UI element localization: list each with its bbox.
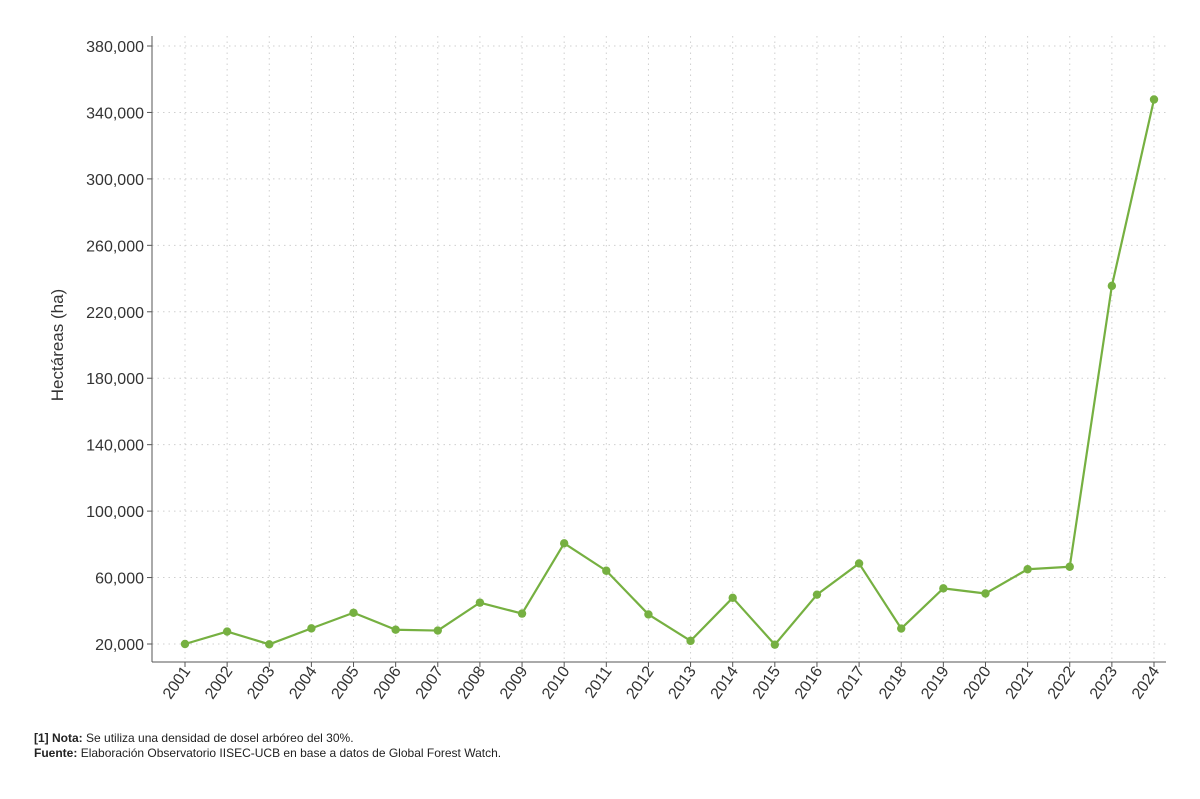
data-point	[433, 626, 442, 635]
axes	[147, 36, 1166, 667]
data-point	[1023, 565, 1032, 574]
data-point	[854, 559, 864, 568]
y-tick-label: 180,000	[86, 371, 144, 388]
data-point	[602, 566, 611, 575]
y-tick-label: 220,000	[86, 305, 144, 322]
x-tick-label: 2002	[202, 663, 236, 702]
data-point	[517, 609, 527, 618]
y-tick-label: 380,000	[86, 39, 144, 56]
x-tick-label: 2003	[244, 663, 278, 702]
y-tick-labels: 20,000 60,000 100,000 140,000 180,000 220,000…	[86, 39, 144, 654]
x-tick-label: 2022	[1045, 663, 1079, 702]
data-point	[180, 639, 190, 649]
y-tick-label: 260,000	[86, 238, 144, 255]
grid-lines	[152, 36, 1166, 662]
data-point	[644, 610, 653, 619]
note-label: [1] Nota:	[34, 731, 83, 745]
x-tick-label: 2012	[623, 663, 657, 702]
y-axis-title: Hectáreas (ha)	[48, 289, 67, 401]
chart-notes: [1] Nota: Se utiliza una densidad de dos…	[34, 731, 501, 761]
x-tick-label: 2016	[792, 663, 826, 702]
x-tick-label: 2021	[1003, 663, 1037, 702]
x-tick-label: 2006	[371, 663, 405, 702]
data-point	[1149, 95, 1159, 104]
data-point	[222, 627, 232, 636]
x-tick-label: 2007	[413, 663, 447, 702]
x-tick-label: 2008	[455, 663, 489, 702]
data-point	[686, 636, 695, 646]
note-text: Se utiliza una densidad de dosel arbóreo…	[86, 731, 354, 745]
data-point	[728, 593, 737, 603]
source-line: Fuente: Elaboración Observatorio IISEC-U…	[34, 746, 501, 761]
x-tick-label: 2014	[708, 663, 742, 702]
x-tick-label: 2010	[539, 663, 573, 702]
data-point	[1107, 281, 1117, 291]
source-label: Fuente:	[34, 746, 78, 760]
data-point	[939, 584, 948, 593]
source-text: Elaboración Observatorio IISEC-UCB en ba…	[80, 746, 502, 760]
y-tick-label: 60,000	[95, 571, 144, 588]
x-tick-label: 2011	[582, 663, 616, 701]
x-tick-label: 2001	[160, 663, 194, 702]
data-point	[770, 640, 780, 649]
data-point	[391, 625, 400, 634]
y-tick-label: 100,000	[86, 504, 144, 521]
y-tick-label: 340,000	[86, 105, 144, 122]
data-point	[812, 590, 822, 599]
x-tick-label: 2004	[286, 663, 320, 702]
x-tick-label: 2017	[834, 663, 868, 702]
data-point	[981, 589, 990, 598]
series-polyline	[184, 99, 1156, 646]
data-point	[349, 608, 358, 617]
y-tick-label: 20,000	[95, 637, 144, 654]
x-tick-label: 2019	[918, 663, 952, 702]
note-line: [1] Nota: Se utiliza una densidad de dos…	[34, 731, 501, 746]
x-tick-label: 2015	[750, 663, 784, 702]
x-tick-label: 2009	[497, 663, 531, 702]
x-tick-label: 2018	[876, 663, 910, 702]
y-tick-label: 300,000	[86, 172, 144, 189]
line-chart: 20,000 60,000 100,000 140,000 180,000 220,000…	[48, 36, 1166, 702]
series-line	[180, 95, 1159, 649]
y-tick-label: 140,000	[86, 438, 144, 455]
data-point	[897, 624, 906, 633]
x-tick-labels: 2001 2002 2003 2004 2005 2006 2007 2008 2009 2010…	[160, 663, 1163, 702]
data-point	[475, 598, 485, 607]
x-tick-label: 2020	[960, 663, 994, 702]
x-tick-label: 2024	[1129, 663, 1163, 702]
data-point	[307, 624, 316, 633]
x-tick-label: 2023	[1087, 663, 1121, 702]
data-point	[265, 640, 274, 649]
x-tick-label: 2013	[666, 663, 700, 702]
data-point	[1065, 562, 1074, 571]
data-point	[559, 539, 569, 548]
x-tick-label: 2005	[328, 663, 362, 702]
